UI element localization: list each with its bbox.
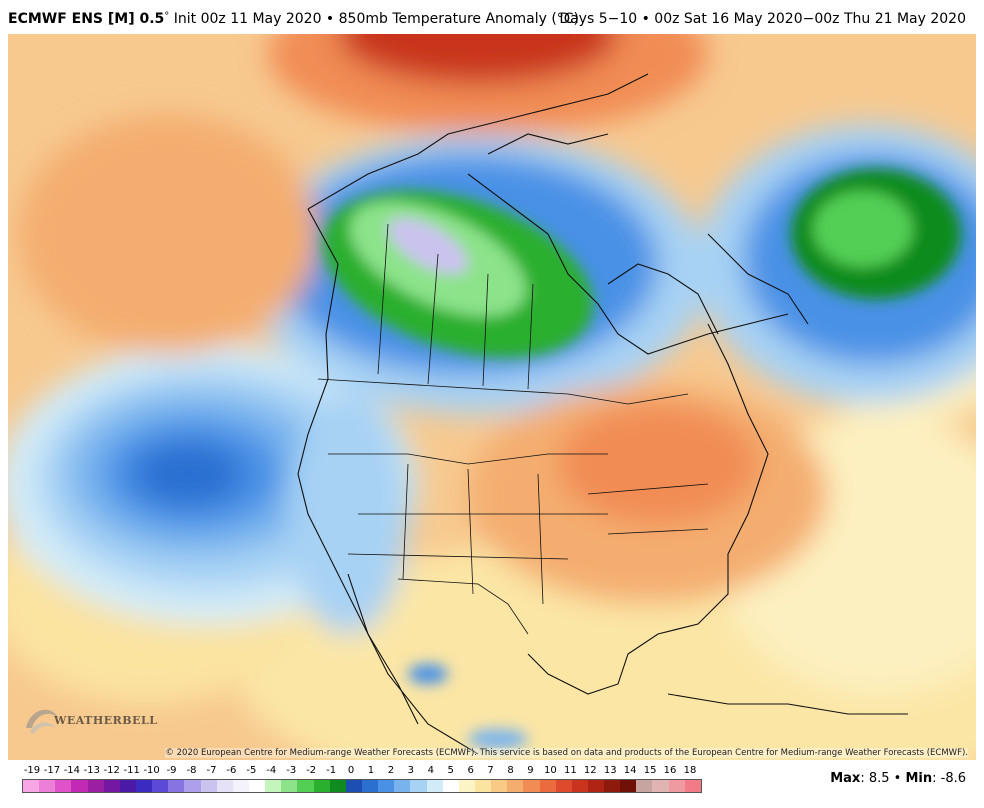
legend-swatch [587,780,605,792]
header: ECMWF ENS [M] 0.5° Init 00z 11 May 2020 … [0,0,984,34]
legend-swatch [539,780,556,792]
legend-tick-label: 2 [387,765,395,776]
legend-tick-label: -3 [286,765,297,776]
degree-symbol: ° [164,11,170,22]
legend-tick-label: -6 [226,765,237,776]
legend-tick-label: 14 [623,765,637,776]
anomaly-map: WEATHERBELL © 2020 European Centre for M… [8,34,976,760]
max-value: : 8.5 [860,771,890,786]
max-label: Max [830,771,861,786]
legend-tick-label: -19 [23,765,41,776]
legend-tick-label: -4 [266,765,277,776]
legend-tick-label: 11 [563,765,577,776]
legend-tick-label: 15 [643,765,657,776]
legend-swatch [555,780,572,792]
legend-swatch [636,780,653,792]
legend-tick-label: -8 [186,765,197,776]
legend-swatch [571,780,588,792]
map-title: ECMWF ENS [M] 0.5° Init 00z 11 May 2020 … [8,11,579,27]
legend-tick-label: 0 [347,765,355,776]
legend-swatch [297,780,314,792]
legend-tick-label: 10 [544,765,557,776]
legend-swatch [313,780,330,792]
legend-swatch [378,780,395,792]
legend-labels: -19 -17 -14 -13 -12 -11 -10 -9 -8 -7 -6 -5 -4 -3 -2 -1 0… [22,765,702,779]
legend-swatch [474,780,492,792]
legend-swatch [119,780,136,792]
legend-tick-label: 9 [527,765,534,776]
legend-tick-label: -14 [63,765,81,776]
legend-swatch [23,780,40,792]
stats-separator: • [889,771,906,786]
legend-swatch [87,780,104,792]
anomaly-field [8,34,976,760]
legend-tick-label: -10 [143,765,160,776]
legend-tick-label: 3 [407,765,415,776]
legend-swatch [394,780,411,792]
legend-swatch [248,780,266,792]
legend-swatch [71,780,88,792]
legend-tick-label: -9 [166,765,177,776]
legend-swatch [458,780,475,792]
legend-tick-label: 12 [583,765,597,776]
legend-tick-label: -13 [83,765,100,776]
logo-swirl-icon [26,709,58,734]
legend-swatch [507,780,524,792]
legend-swatch [39,780,56,792]
copyright-notice: © 2020 European Centre for Medium-range … [165,748,968,758]
political-borders [317,223,709,635]
legend-tick-label: -17 [43,765,61,776]
legend-tick-label: 13 [603,765,617,776]
legend-swatch [684,780,701,792]
legend-swatch [329,780,346,792]
legend-tick-label: -11 [123,765,140,776]
legend-tick-label: 5 [447,765,454,776]
min-label: Min [905,771,933,786]
legend-tick-label: 4 [427,765,434,776]
stats-readout: Max: 8.5 • Min: -8.6 [830,771,966,786]
legend-tick-label: 1 [367,765,375,776]
min-value: : -8.6 [932,771,966,786]
legend-swatch [232,780,249,792]
legend-swatch [55,780,72,792]
legend-tick-label: -2 [306,765,317,776]
legend-swatch [652,780,669,792]
legend-swatch [345,780,362,792]
legend-swatch [200,780,217,792]
legend-colorbar [22,779,702,793]
legend-swatch [152,780,169,792]
legend-swatch [668,780,685,792]
legend-tick-label: 18 [683,765,697,776]
legend-swatch [135,780,153,792]
legend-swatch [168,780,185,792]
legend-swatch [216,780,233,792]
legend-tick-label: 16 [663,765,677,776]
legend-tick-label: -1 [326,765,337,776]
legend-swatch [604,780,621,792]
valid-period: Days 5−10 • 00z Sat 16 May 2020−00z Thu … [559,11,966,27]
legend-tick-label: -5 [246,765,257,776]
legend-swatch [426,780,443,792]
coastlines [297,73,908,755]
legend-tick-label: 8 [507,765,514,776]
weatherbell-logo: WEATHERBELL [22,698,157,742]
legend-tick-label: 6 [467,765,474,776]
legend-swatch [361,780,379,792]
legend-swatch [265,780,282,792]
color-legend: -19 -17 -14 -13 -12 -11 -10 -9 -8 -7 -6 -5 -4 -3 -2 -1 0… [22,763,702,803]
legend-swatch [491,780,508,792]
legend-swatch [184,780,201,792]
legend-tick-label: -12 [103,765,120,776]
logo-text: WEATHERBELL [54,714,158,727]
init-text: Init 00z 11 May 2020 • 850mb Temperature… [169,11,580,27]
legend-swatch [410,780,427,792]
legend-swatch [281,780,298,792]
legend-tick-label: 7 [487,765,494,776]
legend-swatch [442,780,459,792]
legend-tick-label: -7 [206,765,217,776]
legend-swatch [620,780,637,792]
legend-swatch [523,780,540,792]
legend-swatch [103,780,120,792]
model-name: ECMWF ENS [M] 0.5 [8,11,165,27]
